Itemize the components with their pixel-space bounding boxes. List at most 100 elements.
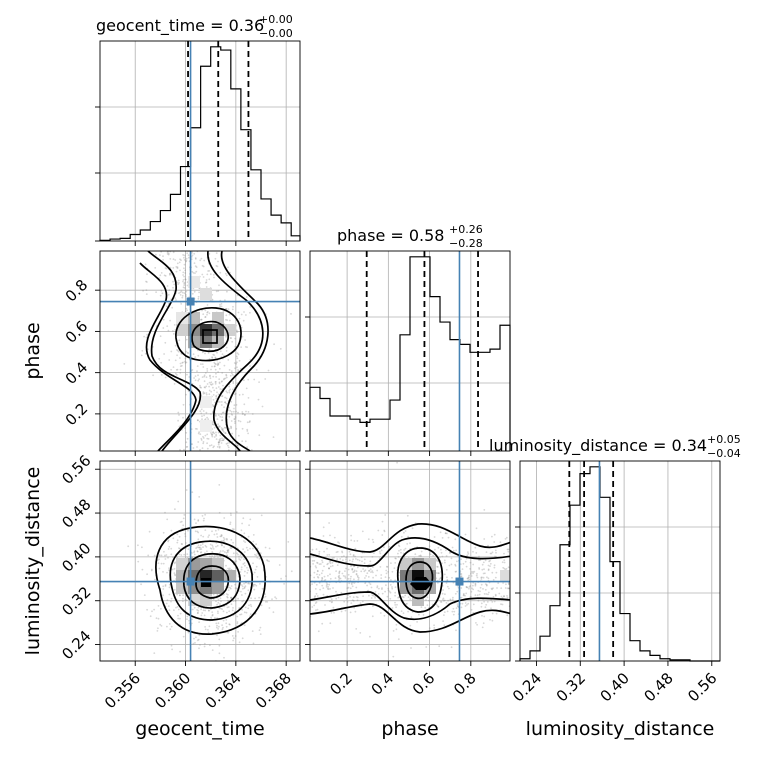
sample-point [214, 529, 217, 532]
sample-point [205, 281, 207, 284]
sample-point [355, 628, 358, 630]
sample-point [449, 551, 452, 554]
sample-point [222, 550, 224, 552]
sample-point [255, 369, 258, 371]
sample-point [179, 612, 182, 615]
sample-point [191, 270, 194, 273]
sample-point [436, 565, 438, 568]
sample-point [163, 274, 166, 277]
sample-point [185, 338, 188, 341]
sample-point [484, 588, 487, 591]
sample-point [244, 564, 246, 567]
sample-point [428, 545, 431, 548]
sample-point [460, 606, 463, 609]
sample-point [201, 418, 203, 421]
sample-point [343, 555, 345, 557]
sample-point [210, 384, 213, 386]
sample-point [429, 553, 432, 556]
sample-point [238, 556, 240, 558]
sample-point [321, 622, 324, 625]
sample-point [204, 352, 206, 355]
sample-point [466, 554, 469, 557]
sample-point [433, 627, 436, 629]
sample-point [213, 533, 216, 536]
sample-point [191, 369, 194, 371]
sample-point [349, 577, 352, 580]
sample-point [225, 376, 228, 379]
sample-point [315, 583, 318, 586]
sample-point [219, 303, 221, 306]
sample-point [214, 381, 217, 383]
sample-point [352, 554, 355, 556]
sample-point [173, 324, 176, 326]
sample-point [389, 584, 392, 586]
sample-point [153, 652, 156, 654]
sample-point [290, 570, 293, 573]
sample-point [215, 438, 218, 440]
sample-point [204, 513, 207, 516]
sample-point [508, 587, 510, 590]
sample-point [198, 291, 201, 294]
sample-point [243, 562, 246, 564]
sample-point [454, 565, 457, 567]
sample-point [480, 583, 483, 586]
sample-point [256, 547, 259, 550]
sample-point [232, 305, 234, 308]
sample-point [170, 368, 173, 371]
sample-point [164, 558, 167, 560]
sample-point [216, 624, 218, 627]
sample-point [169, 319, 172, 322]
sample-point [450, 563, 453, 566]
sample-point [329, 622, 332, 625]
sample-point [182, 286, 185, 289]
sample-point [211, 611, 214, 614]
sample-point [359, 632, 362, 634]
sample-point [243, 624, 246, 627]
sample-point [351, 567, 354, 570]
sample-point [397, 638, 400, 641]
sample-point [247, 569, 250, 572]
sample-point [213, 426, 216, 429]
sample-point [181, 294, 184, 297]
sample-point [197, 519, 200, 521]
sample-point [166, 625, 168, 628]
sample-point [325, 582, 328, 584]
sample-point [388, 576, 391, 579]
sample-point [443, 559, 446, 562]
sample-point [160, 272, 163, 274]
sample-point [154, 578, 156, 581]
x-tick-label: 0.360 [151, 669, 194, 712]
sample-point [202, 313, 205, 316]
sample-point [345, 558, 347, 561]
sample-point [221, 395, 224, 397]
sample-point [160, 554, 163, 557]
sample-point [216, 533, 218, 535]
sample-point [174, 574, 177, 577]
sample-point [213, 432, 216, 435]
sample-point [207, 352, 210, 354]
sample-point [225, 619, 228, 621]
sample-point [227, 446, 230, 449]
sample-point [231, 432, 234, 435]
sample-point [182, 279, 185, 281]
sample-point [213, 389, 216, 392]
sample-point [250, 597, 253, 600]
sample-point [220, 544, 223, 547]
sample-point [151, 568, 153, 571]
sample-point [211, 404, 214, 406]
sample-point [204, 628, 207, 631]
sample-point [449, 599, 452, 602]
sample-point [218, 446, 221, 449]
sample-point [391, 586, 393, 588]
sample-point [176, 349, 179, 352]
sample-point [218, 382, 221, 385]
sample-point [226, 319, 229, 321]
sample-point [209, 374, 211, 377]
sample-point [349, 587, 352, 590]
sample-point [217, 612, 219, 614]
sample-point [191, 252, 193, 254]
sample-point [196, 428, 198, 430]
sample-point [330, 601, 333, 604]
sample-point [391, 570, 394, 573]
sample-point [177, 614, 179, 617]
